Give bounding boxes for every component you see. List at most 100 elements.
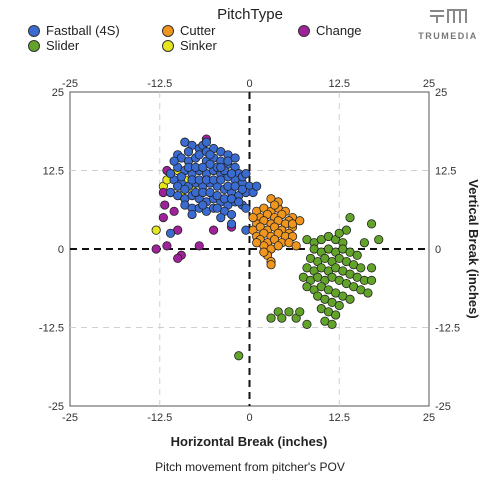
- trumedia-logo-icon: [430, 9, 467, 23]
- legend-title: PitchType: [217, 6, 283, 23]
- point-slider: [284, 307, 294, 317]
- point-slider: [374, 234, 384, 245]
- point-fastball-4s: [165, 228, 176, 238]
- x-tick-label-bottom: -25: [62, 412, 78, 424]
- legend-swatch-cutter: [162, 24, 174, 37]
- point-change: [162, 241, 172, 251]
- y-tick-label-right: -25: [435, 401, 451, 413]
- x-tick-label-bottom: -12.5: [147, 412, 172, 424]
- legend-item-slider[interactable]: Slider: [28, 38, 79, 53]
- point-slider: [334, 228, 344, 238]
- point-fastball-4s: [252, 181, 262, 191]
- point-cutter: [270, 200, 280, 210]
- point-fastball-4s: [237, 184, 247, 194]
- point-fastball-4s: [180, 184, 190, 194]
- point-slider: [295, 307, 305, 317]
- point-fastball-4s: [183, 147, 194, 157]
- point-change: [160, 200, 170, 210]
- x-tick-label-bottom: 12.5: [329, 412, 350, 424]
- point-slider: [366, 275, 377, 285]
- point-slider: [345, 294, 355, 304]
- y-tick-label-left: 12.5: [43, 166, 64, 178]
- point-fastball-4s: [230, 153, 240, 163]
- y-axis-label: Vertical Break (inches): [466, 179, 481, 318]
- point-slider: [366, 263, 377, 273]
- legend-swatch-slider: [28, 39, 40, 52]
- legend-label-fastball: Fastball (4S): [46, 23, 120, 38]
- point-sinker: [151, 225, 161, 235]
- legend-item-change[interactable]: Change: [298, 23, 362, 38]
- point-change: [194, 241, 204, 251]
- legend-label-change: Change: [316, 23, 362, 38]
- point-change: [158, 213, 168, 223]
- point-slider: [234, 351, 244, 361]
- point-fastball-4s: [205, 159, 215, 169]
- legend-label-slider: Slider: [46, 38, 80, 53]
- point-slider: [266, 313, 276, 323]
- point-slider: [334, 300, 344, 311]
- y-tick-label-right: 12.5: [435, 166, 456, 178]
- legend-swatch-fastball: [28, 24, 40, 37]
- legend-item-sinker[interactable]: Sinker: [162, 38, 217, 53]
- point-cutter: [259, 247, 269, 257]
- x-axis-label: Horizontal Break (inches): [171, 434, 328, 449]
- legend-item-cutter[interactable]: Cutter: [162, 23, 215, 38]
- point-slider: [327, 319, 337, 329]
- point-fastball-4s: [216, 213, 226, 223]
- point-fastball-4s: [226, 209, 237, 220]
- point-change: [209, 225, 219, 235]
- point-fastball-4s: [226, 219, 237, 229]
- y-tick-label-right: 25: [435, 87, 447, 99]
- point-slider: [363, 288, 373, 298]
- point-cutter: [266, 260, 276, 270]
- point-fastball-4s: [198, 200, 208, 210]
- point-cutter: [295, 216, 305, 226]
- legend-swatch-change: [298, 24, 310, 37]
- trumedia-logo: TRUMEDIA: [418, 8, 478, 41]
- chart-caption: Pitch movement from pitcher's POV: [155, 460, 345, 474]
- point-fastball-4s: [234, 197, 244, 207]
- point-fastball-4s: [216, 175, 226, 185]
- y-tick-label-left: -25: [48, 401, 64, 413]
- x-tick-label-bottom: 25: [423, 412, 435, 424]
- x-tick-label-top: -25: [62, 78, 78, 90]
- point-slider: [359, 238, 369, 248]
- legend-label-sinker: Sinker: [180, 38, 217, 53]
- y-tick-label-right: -12.5: [435, 323, 460, 335]
- point-slider: [277, 313, 287, 323]
- y-tick-label-left: 25: [52, 87, 64, 99]
- y-tick-label-left: 0: [58, 244, 64, 256]
- point-slider: [366, 219, 377, 229]
- legend-item-fastball[interactable]: Fastball (4S): [28, 23, 120, 38]
- legend-swatch-sinker: [162, 39, 174, 52]
- zero-lines: [70, 92, 429, 406]
- point-slider: [356, 263, 366, 273]
- point-slider: [352, 250, 362, 260]
- point-change: [173, 253, 183, 264]
- point-slider: [331, 310, 341, 320]
- point-change: [151, 244, 161, 254]
- point-fastball-4s: [205, 150, 215, 160]
- point-slider: [345, 213, 355, 223]
- point-fastball-4s: [201, 137, 212, 147]
- data-points: [151, 134, 384, 361]
- point-cutter: [291, 241, 301, 251]
- point-fastball-4s: [212, 203, 222, 213]
- x-tick-label-top: 12.5: [329, 78, 350, 90]
- x-tick-label-bottom: 0: [246, 412, 252, 424]
- point-fastball-4s: [241, 169, 251, 179]
- point-cutter: [248, 213, 258, 223]
- point-fastball-4s: [226, 169, 237, 179]
- legend-label-cutter: Cutter: [180, 23, 216, 38]
- point-slider: [302, 319, 312, 329]
- point-fastball-4s: [216, 162, 226, 172]
- logo-text: TRUMEDIA: [418, 31, 478, 41]
- x-tick-label-top: -12.5: [147, 78, 172, 90]
- point-fastball-4s: [165, 169, 176, 179]
- y-tick-label-left: -12.5: [39, 323, 64, 335]
- point-fastball-4s: [169, 156, 179, 166]
- point-change: [169, 206, 179, 216]
- point-cutter: [273, 241, 283, 251]
